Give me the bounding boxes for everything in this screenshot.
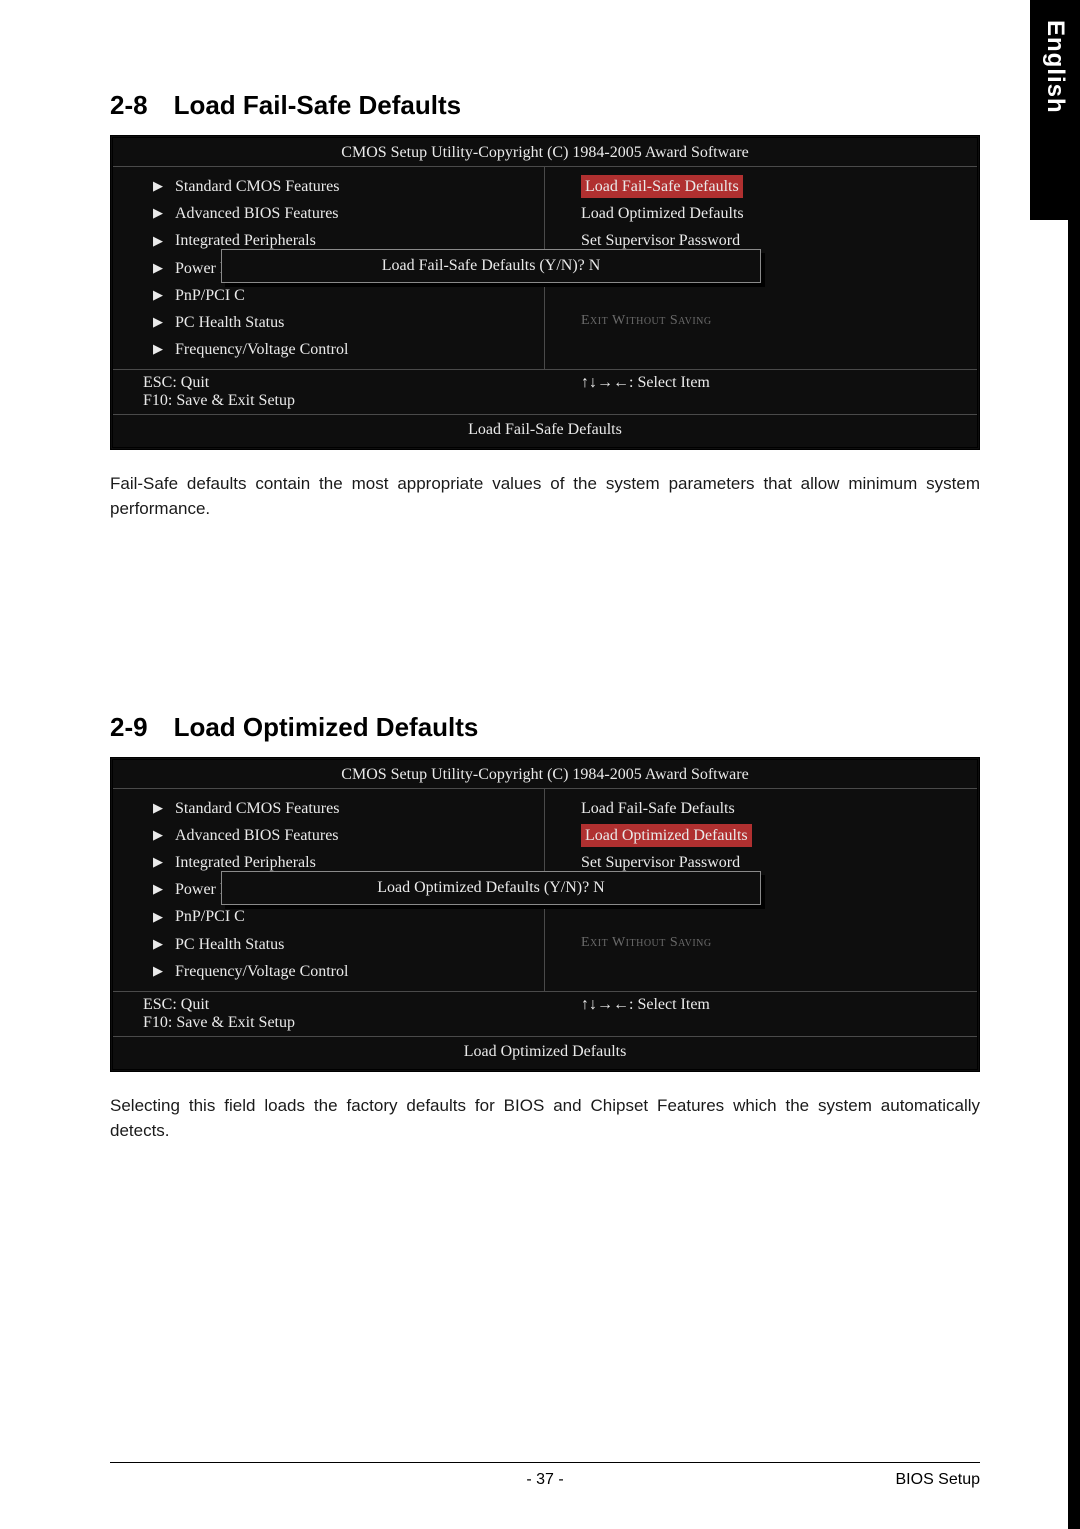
confirm-dialog-28[interactable]: Load Fail-Safe Defaults (Y/N)? N bbox=[221, 249, 761, 283]
menu-item[interactable]: Load Optimized Defaults bbox=[545, 200, 977, 227]
menu-item[interactable]: ▶PnP/PCI C bbox=[113, 903, 544, 930]
bios-body-28: ▶Standard CMOS Features ▶Advanced BIOS F… bbox=[113, 167, 977, 369]
key-hint: F10: Save & Exit Setup bbox=[143, 392, 545, 410]
menu-item[interactable]: ▶PC Health Status bbox=[113, 931, 544, 958]
menu-label: Set Supervisor Password bbox=[581, 854, 740, 871]
section-description-28: Fail-Safe defaults contain the most appr… bbox=[110, 472, 980, 521]
submenu-arrow-icon: ▶ bbox=[153, 880, 175, 899]
menu-item[interactable]: Exit Without Saving bbox=[545, 309, 977, 333]
menu-label: Standard CMOS Features bbox=[175, 797, 339, 820]
menu-label: PC Health Status bbox=[175, 311, 284, 334]
bios-help-line-29: Load Optimized Defaults bbox=[113, 1036, 977, 1069]
section-description-29: Selecting this field loads the factory d… bbox=[110, 1094, 980, 1143]
key-hint: ↑↓→←: Select Item bbox=[581, 996, 977, 1014]
submenu-arrow-icon: ▶ bbox=[153, 340, 175, 359]
submenu-arrow-icon: ▶ bbox=[153, 853, 175, 872]
menu-item[interactable]: ▶Frequency/Voltage Control bbox=[113, 336, 544, 363]
menu-item[interactable]: Load Fail-Safe Defaults bbox=[545, 173, 977, 200]
footer-label: BIOS Setup bbox=[896, 1471, 981, 1489]
menu-item[interactable]: ▶PnP/PCI C bbox=[113, 282, 544, 309]
submenu-arrow-icon: ▶ bbox=[153, 313, 175, 332]
page-number: - 37 - bbox=[526, 1471, 563, 1489]
dialog-text: Load Fail-Safe Defaults (Y/N)? N bbox=[382, 257, 601, 274]
section-title-28: Load Fail-Safe Defaults bbox=[174, 90, 462, 120]
dialog-text: Load Optimized Defaults (Y/N)? N bbox=[377, 879, 604, 896]
menu-item[interactable]: ▶Advanced BIOS Features bbox=[113, 822, 544, 849]
menu-item[interactable]: Load Optimized Defaults bbox=[545, 822, 977, 849]
page-footer: - 37 - BIOS Setup bbox=[110, 1462, 980, 1489]
menu-item[interactable]: Load Fail-Safe Defaults bbox=[545, 795, 977, 822]
submenu-arrow-icon: ▶ bbox=[153, 259, 175, 278]
bios-screen-28: CMOS Setup Utility-Copyright (C) 1984-20… bbox=[110, 135, 980, 450]
menu-label: Load Optimized Defaults bbox=[581, 205, 744, 222]
bios-title-28: CMOS Setup Utility-Copyright (C) 1984-20… bbox=[113, 138, 977, 167]
key-hint: ESC: Quit bbox=[143, 996, 545, 1014]
menu-label: PC Health Status bbox=[175, 933, 284, 956]
bios-screen-29: CMOS Setup Utility-Copyright (C) 1984-20… bbox=[110, 757, 980, 1072]
menu-label: Load Fail-Safe Defaults bbox=[581, 800, 735, 817]
section-number-29: 2-9 bbox=[110, 712, 148, 743]
section-heading-28: 2-8 Load Fail-Safe Defaults bbox=[110, 90, 980, 121]
menu-item[interactable]: ▶PC Health Status bbox=[113, 309, 544, 336]
bios-footer-keys-29: ESC: Quit F10: Save & Exit Setup ↑↓→←: S… bbox=[113, 992, 977, 1036]
confirm-dialog-29[interactable]: Load Optimized Defaults (Y/N)? N bbox=[221, 871, 761, 905]
bios-help-line-28: Load Fail-Safe Defaults bbox=[113, 414, 977, 447]
bios-title-29: CMOS Setup Utility-Copyright (C) 1984-20… bbox=[113, 760, 977, 789]
submenu-arrow-icon: ▶ bbox=[153, 962, 175, 981]
menu-label: Standard CMOS Features bbox=[175, 175, 339, 198]
key-hint: ↑↓→←: Select Item bbox=[581, 374, 977, 392]
menu-item[interactable]: ▶Standard CMOS Features bbox=[113, 795, 544, 822]
submenu-arrow-icon: ▶ bbox=[153, 232, 175, 251]
submenu-arrow-icon: ▶ bbox=[153, 935, 175, 954]
menu-label: Frequency/Voltage Control bbox=[175, 960, 348, 983]
bios-footer-keys-28: ESC: Quit F10: Save & Exit Setup ↑↓→←: S… bbox=[113, 370, 977, 414]
menu-label: Advanced BIOS Features bbox=[175, 824, 339, 847]
submenu-arrow-icon: ▶ bbox=[153, 286, 175, 305]
menu-label: Set Supervisor Password bbox=[581, 232, 740, 249]
menu-item[interactable]: ▶Frequency/Voltage Control bbox=[113, 958, 544, 985]
menu-item[interactable]: ▶Advanced BIOS Features bbox=[113, 200, 544, 227]
menu-label: PnP/PCI C bbox=[175, 284, 245, 307]
menu-label: Advanced BIOS Features bbox=[175, 202, 339, 225]
menu-label-highlighted: Load Fail-Safe Defaults bbox=[581, 175, 743, 198]
menu-label: PnP/PCI C bbox=[175, 905, 245, 928]
section-number-28: 2-8 bbox=[110, 90, 148, 121]
submenu-arrow-icon: ▶ bbox=[153, 799, 175, 818]
menu-item-obscured bbox=[545, 903, 977, 930]
menu-label: Exit Without Saving bbox=[581, 313, 712, 328]
menu-item[interactable]: Exit Without Saving bbox=[545, 931, 977, 955]
submenu-arrow-icon: ▶ bbox=[153, 826, 175, 845]
submenu-arrow-icon: ▶ bbox=[153, 908, 175, 927]
submenu-arrow-icon: ▶ bbox=[153, 177, 175, 196]
section-title-29: Load Optimized Defaults bbox=[174, 712, 479, 742]
menu-item-obscured bbox=[545, 282, 977, 309]
menu-label-highlighted: Load Optimized Defaults bbox=[581, 824, 752, 847]
menu-label: Frequency/Voltage Control bbox=[175, 338, 348, 361]
bios-body-29: ▶Standard CMOS Features ▶Advanced BIOS F… bbox=[113, 789, 977, 991]
menu-label: Exit Without Saving bbox=[581, 935, 712, 950]
menu-item[interactable]: ▶Standard CMOS Features bbox=[113, 173, 544, 200]
section-heading-29: 2-9 Load Optimized Defaults bbox=[110, 712, 980, 743]
page-content: 2-8 Load Fail-Safe Defaults CMOS Setup Ut… bbox=[0, 0, 1080, 1183]
key-hint: ESC: Quit bbox=[143, 374, 545, 392]
key-hint: F10: Save & Exit Setup bbox=[143, 1014, 545, 1032]
submenu-arrow-icon: ▶ bbox=[153, 204, 175, 223]
